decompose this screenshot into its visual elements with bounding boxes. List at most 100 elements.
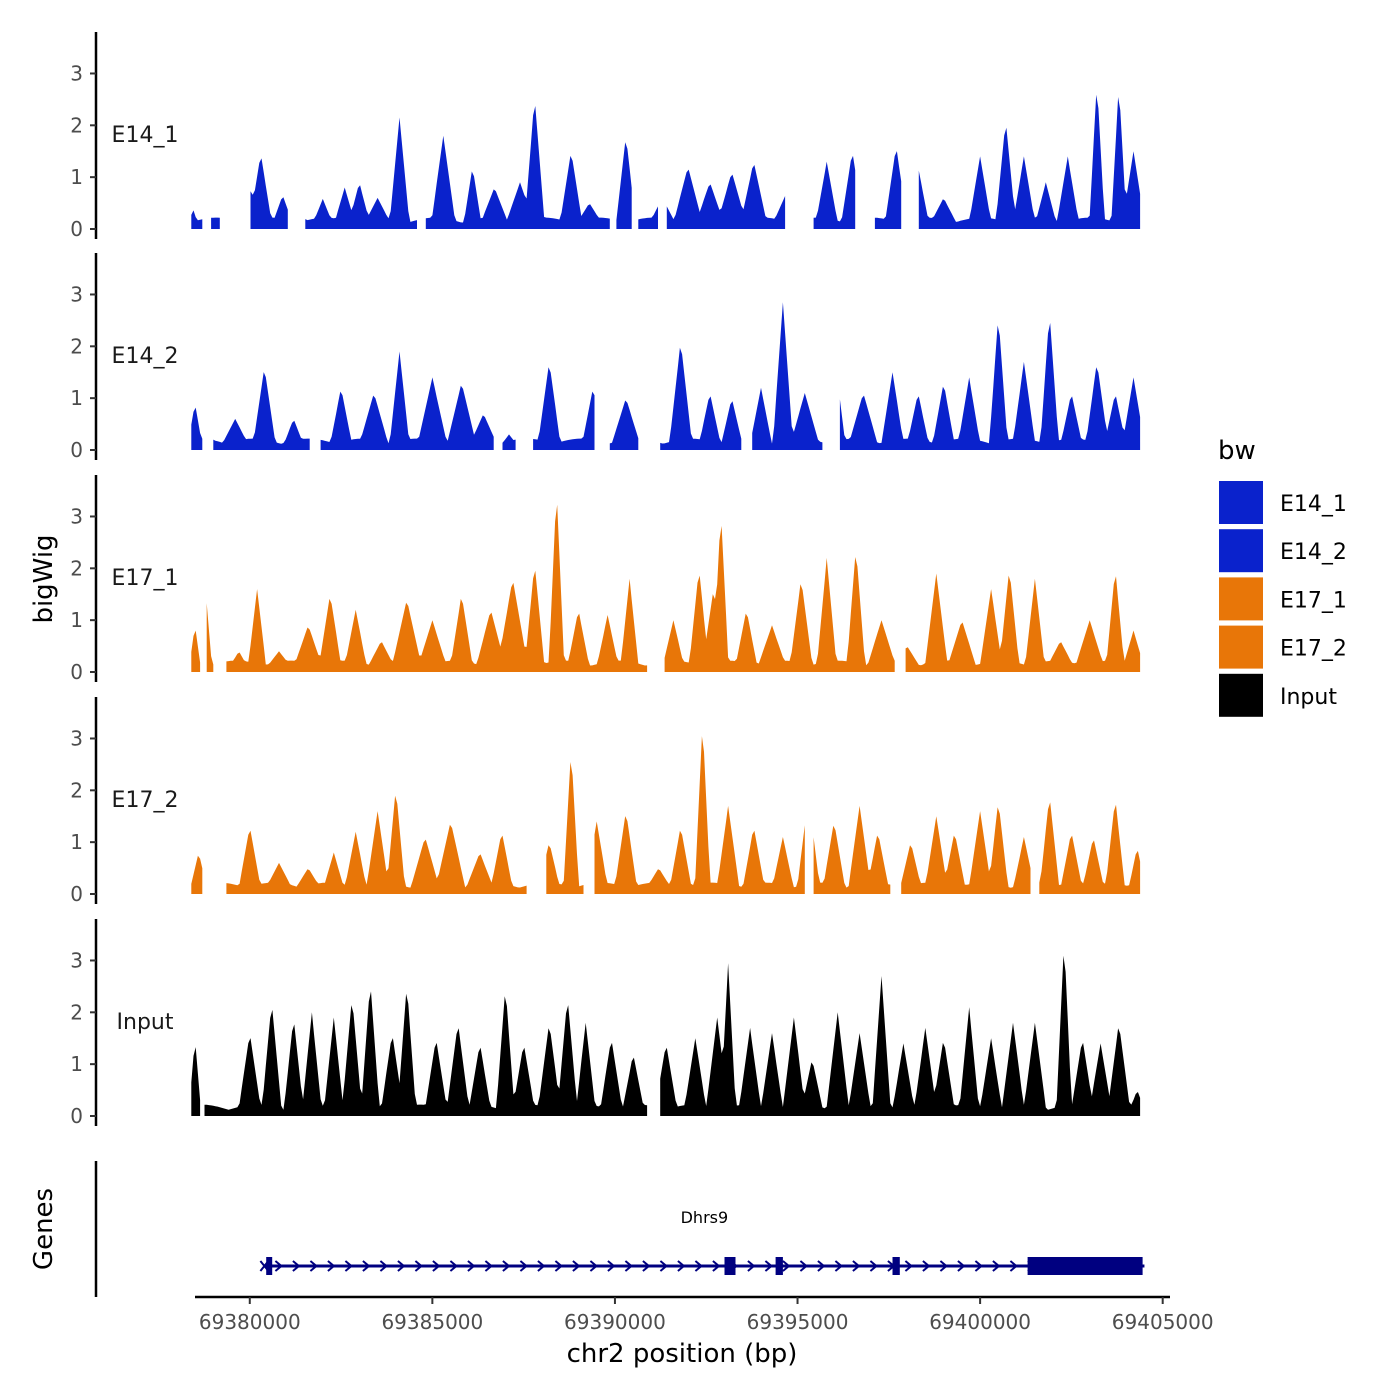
gene-strand-arrow xyxy=(537,1260,546,1272)
gene-strand-arrow xyxy=(292,1260,301,1272)
y-tick-label: 0 xyxy=(70,660,83,684)
gene-strand-arrow xyxy=(467,1260,476,1272)
coverage-area-e14-1 xyxy=(211,217,220,229)
legend-label-input: Input xyxy=(1280,685,1337,710)
y-tick-label: 2 xyxy=(70,1000,83,1024)
genes-axis-title: Genes xyxy=(29,1188,59,1270)
coverage-area-e14-1 xyxy=(918,94,1141,229)
coverage-area-e17-1 xyxy=(905,573,1141,672)
coverage-area-e17-2 xyxy=(1039,802,1141,894)
coverage-area-e14-2 xyxy=(660,347,742,450)
gene-strand-arrow xyxy=(659,1260,668,1272)
y-tick-label: 2 xyxy=(70,778,83,802)
track-e17-2: 0 1 2 3 E17_2 xyxy=(70,697,1141,906)
x-tick-label: 69385000 xyxy=(381,1310,483,1334)
coverage-area-e17-2 xyxy=(813,805,891,894)
x-tick-label: 69395000 xyxy=(747,1310,849,1334)
track-label-input: Input xyxy=(117,1010,174,1035)
coverage-area-input xyxy=(204,991,648,1116)
y-tick-label: 3 xyxy=(70,282,83,306)
coverage-area-e17-2 xyxy=(191,855,203,894)
coverage-area-e14-1 xyxy=(305,117,417,229)
y-tick-label: 1 xyxy=(70,608,83,632)
gene-strand-arrow xyxy=(484,1260,493,1272)
gene-strand-arrow xyxy=(274,1260,283,1272)
legend-swatch-e14-2 xyxy=(1219,529,1263,573)
legend-label-e17-1: E17_1 xyxy=(1280,588,1347,613)
gene-exon xyxy=(775,1257,783,1275)
coverage-area-e14-2 xyxy=(533,367,595,450)
gene-strand-arrow xyxy=(379,1260,388,1272)
coverage-area-e14-1 xyxy=(191,210,203,229)
genes-panel: Dhrs9 xyxy=(94,1161,1145,1297)
legend-swatch-e17-1 xyxy=(1219,577,1263,621)
legend-title: bw xyxy=(1218,436,1256,466)
legend-label-e14-2: E14_2 xyxy=(1280,540,1347,565)
y-tick-label: 2 xyxy=(70,334,83,358)
gene-strand-arrow xyxy=(904,1260,913,1272)
gene-strand-arrow xyxy=(414,1260,423,1272)
coverage-area-e14-2 xyxy=(609,400,639,450)
y-tick-label: 3 xyxy=(70,948,83,972)
coverage-area-e14-2 xyxy=(191,407,203,450)
track-e14-2: 0 1 2 3 E14_2 xyxy=(70,253,1141,462)
x-tick-label: 69400000 xyxy=(929,1310,1031,1334)
gene-strand-arrow xyxy=(572,1260,581,1272)
track-e17-1: 0 1 2 3 E17_1 xyxy=(70,475,1141,684)
gene-strand-arrow xyxy=(589,1260,598,1272)
y-tick-label: 1 xyxy=(70,386,83,410)
y-tick-label: 1 xyxy=(70,830,83,854)
y-tick-label: 0 xyxy=(70,1104,83,1128)
coverage-area-e17-2 xyxy=(546,762,584,894)
gene-strand-arrow xyxy=(432,1260,441,1272)
gene-exon xyxy=(724,1257,736,1275)
gene-strand-arrow xyxy=(939,1260,948,1272)
x-tick-label: 69390000 xyxy=(564,1310,666,1334)
gene-strand-arrow xyxy=(922,1260,931,1272)
gene-strand-arrow xyxy=(764,1260,773,1272)
track-label-e14-2: E14_2 xyxy=(112,344,179,369)
gene-strand-arrow xyxy=(799,1260,808,1272)
legend-swatch-input xyxy=(1219,673,1263,717)
tracks-layer: 0 1 2 3 E14_1 0 1 2 3 E14_2 0 1 2 3 E17_1 0 1 2 3 E17_2 0 1 2 3… xyxy=(70,32,1141,1128)
y-tick-label: 3 xyxy=(70,504,83,528)
y-tick-label: 2 xyxy=(70,556,83,580)
y-tick-label: 1 xyxy=(70,165,83,189)
coverage-area-e14-1 xyxy=(874,151,902,229)
gene-strand-arrow xyxy=(397,1260,406,1272)
gene-exon xyxy=(892,1257,900,1275)
coverage-area-e14-1 xyxy=(425,106,610,229)
gene-strand-arrow xyxy=(519,1260,528,1272)
x-tick-label: 69380000 xyxy=(199,1310,301,1334)
x-tick-label: 69405000 xyxy=(1112,1310,1214,1334)
x-axis-title: chr2 position (bp) xyxy=(567,1339,798,1369)
track-label-e17-1: E17_1 xyxy=(112,566,179,591)
coverage-area-e17-1 xyxy=(191,630,201,672)
coverage-area-e14-2 xyxy=(502,434,516,450)
y-tick-label: 0 xyxy=(70,882,83,906)
y-tick-label: 0 xyxy=(70,438,83,462)
coverage-area-input xyxy=(660,955,1141,1116)
gene-strand-arrow xyxy=(747,1260,756,1272)
gene-strand-arrow xyxy=(712,1260,721,1272)
x-axis: 69380000 69385000 69390000 69395000 69400000… xyxy=(195,1295,1214,1334)
gene-strand-arrow xyxy=(869,1260,878,1272)
coverage-area-e14-1 xyxy=(638,206,658,229)
coverage-area-e17-1 xyxy=(226,504,648,672)
coverage-area-e14-1 xyxy=(813,155,856,229)
gene-strand-arrow xyxy=(554,1260,563,1272)
gene-strand-arrow xyxy=(694,1260,703,1272)
gene-exon xyxy=(266,1257,273,1275)
gene-strand-arrow xyxy=(974,1260,983,1272)
coverage-area-e17-1 xyxy=(664,525,895,672)
track-label-e17-2: E17_2 xyxy=(112,788,179,813)
gene-strand-arrow xyxy=(449,1260,458,1272)
gene-strand-arrow xyxy=(502,1260,511,1272)
gene-strand-arrow xyxy=(817,1260,826,1272)
gene-strand-arrow xyxy=(677,1260,686,1272)
gene-strand-arrow xyxy=(992,1260,1001,1272)
track-input: 0 1 2 3 Input xyxy=(70,919,1141,1128)
y-axis-title: bigWig xyxy=(29,534,59,623)
gene-strand-arrow xyxy=(642,1260,651,1272)
